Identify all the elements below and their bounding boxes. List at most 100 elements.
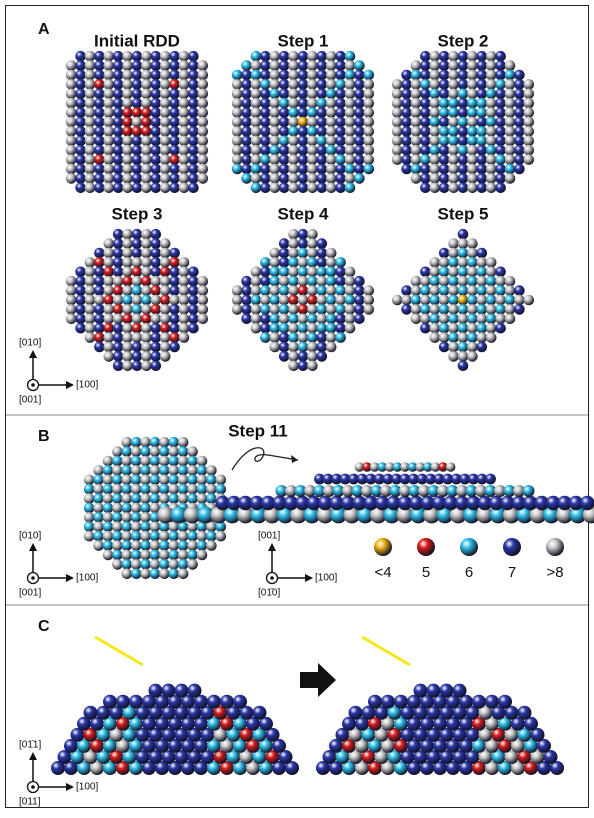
atom [131, 484, 142, 495]
atom [141, 332, 152, 343]
atom [317, 332, 328, 343]
atom [187, 465, 198, 476]
atom [505, 98, 516, 109]
atom [486, 323, 497, 334]
atom [354, 136, 365, 147]
panel-label: B [38, 428, 50, 445]
atom [94, 89, 105, 100]
atom [420, 70, 431, 81]
atom [187, 456, 198, 467]
atom [198, 70, 209, 81]
atom [75, 295, 86, 306]
atom [335, 183, 346, 194]
atom [94, 304, 105, 315]
atom [326, 79, 337, 90]
atom [354, 295, 365, 306]
atom [439, 126, 450, 137]
atom [113, 257, 124, 268]
atom [477, 98, 488, 109]
atom [288, 173, 299, 184]
atom [132, 154, 143, 165]
atom [151, 51, 162, 62]
atom [75, 145, 86, 156]
atom [514, 70, 525, 81]
atom [85, 89, 96, 100]
atom [187, 475, 198, 486]
atom [178, 559, 189, 570]
atom [317, 238, 328, 249]
atom [392, 89, 403, 100]
atom [439, 267, 450, 278]
atom [122, 295, 133, 306]
atom [288, 229, 299, 240]
atom [326, 332, 337, 343]
atom [317, 257, 328, 268]
atom [141, 351, 152, 362]
atom [477, 323, 488, 334]
atom [505, 70, 516, 81]
atom [430, 154, 441, 165]
atom [477, 89, 488, 100]
atom [317, 79, 328, 90]
atom [251, 60, 262, 71]
atom [103, 531, 114, 542]
atom [495, 164, 506, 175]
atom [401, 136, 412, 147]
atom [288, 361, 299, 372]
atom [132, 314, 143, 325]
atom [132, 342, 143, 353]
atom [514, 79, 525, 90]
atom [458, 304, 469, 315]
atom [298, 314, 309, 325]
atom [326, 98, 337, 109]
atom [178, 550, 189, 561]
atom [141, 304, 152, 315]
atom [279, 295, 290, 306]
atom [326, 295, 337, 306]
atom [113, 183, 124, 194]
axis-head [29, 752, 37, 760]
atom [169, 437, 180, 448]
atom [307, 60, 318, 71]
atom [439, 285, 450, 296]
atom [188, 173, 199, 184]
atom [335, 276, 346, 287]
atom [335, 98, 346, 109]
atom [467, 145, 478, 156]
atom [179, 183, 190, 194]
atom [448, 117, 459, 128]
atom [477, 183, 488, 194]
atom [298, 136, 309, 147]
atom [94, 314, 105, 325]
atom [232, 285, 243, 296]
atom [179, 107, 190, 118]
atom [188, 51, 199, 62]
atom [131, 522, 142, 533]
atom [270, 154, 281, 165]
atom [477, 332, 488, 343]
atom [260, 304, 271, 315]
atom [132, 248, 143, 259]
atom [75, 89, 86, 100]
atom [112, 484, 123, 495]
atom [175, 684, 189, 698]
atom [85, 314, 96, 325]
atom [467, 332, 478, 343]
atom [251, 126, 262, 137]
atom [169, 493, 180, 504]
atom [251, 117, 262, 128]
atom [307, 173, 318, 184]
atom [232, 295, 243, 306]
atom [345, 295, 356, 306]
legend-swatch [460, 538, 478, 556]
atom [140, 512, 151, 523]
atom [467, 164, 478, 175]
atom [103, 465, 114, 476]
atom [364, 136, 375, 147]
atom [335, 173, 346, 184]
atom [150, 475, 161, 486]
atom [66, 98, 77, 109]
atom [317, 136, 328, 147]
atom [298, 342, 309, 353]
atom [251, 154, 262, 165]
